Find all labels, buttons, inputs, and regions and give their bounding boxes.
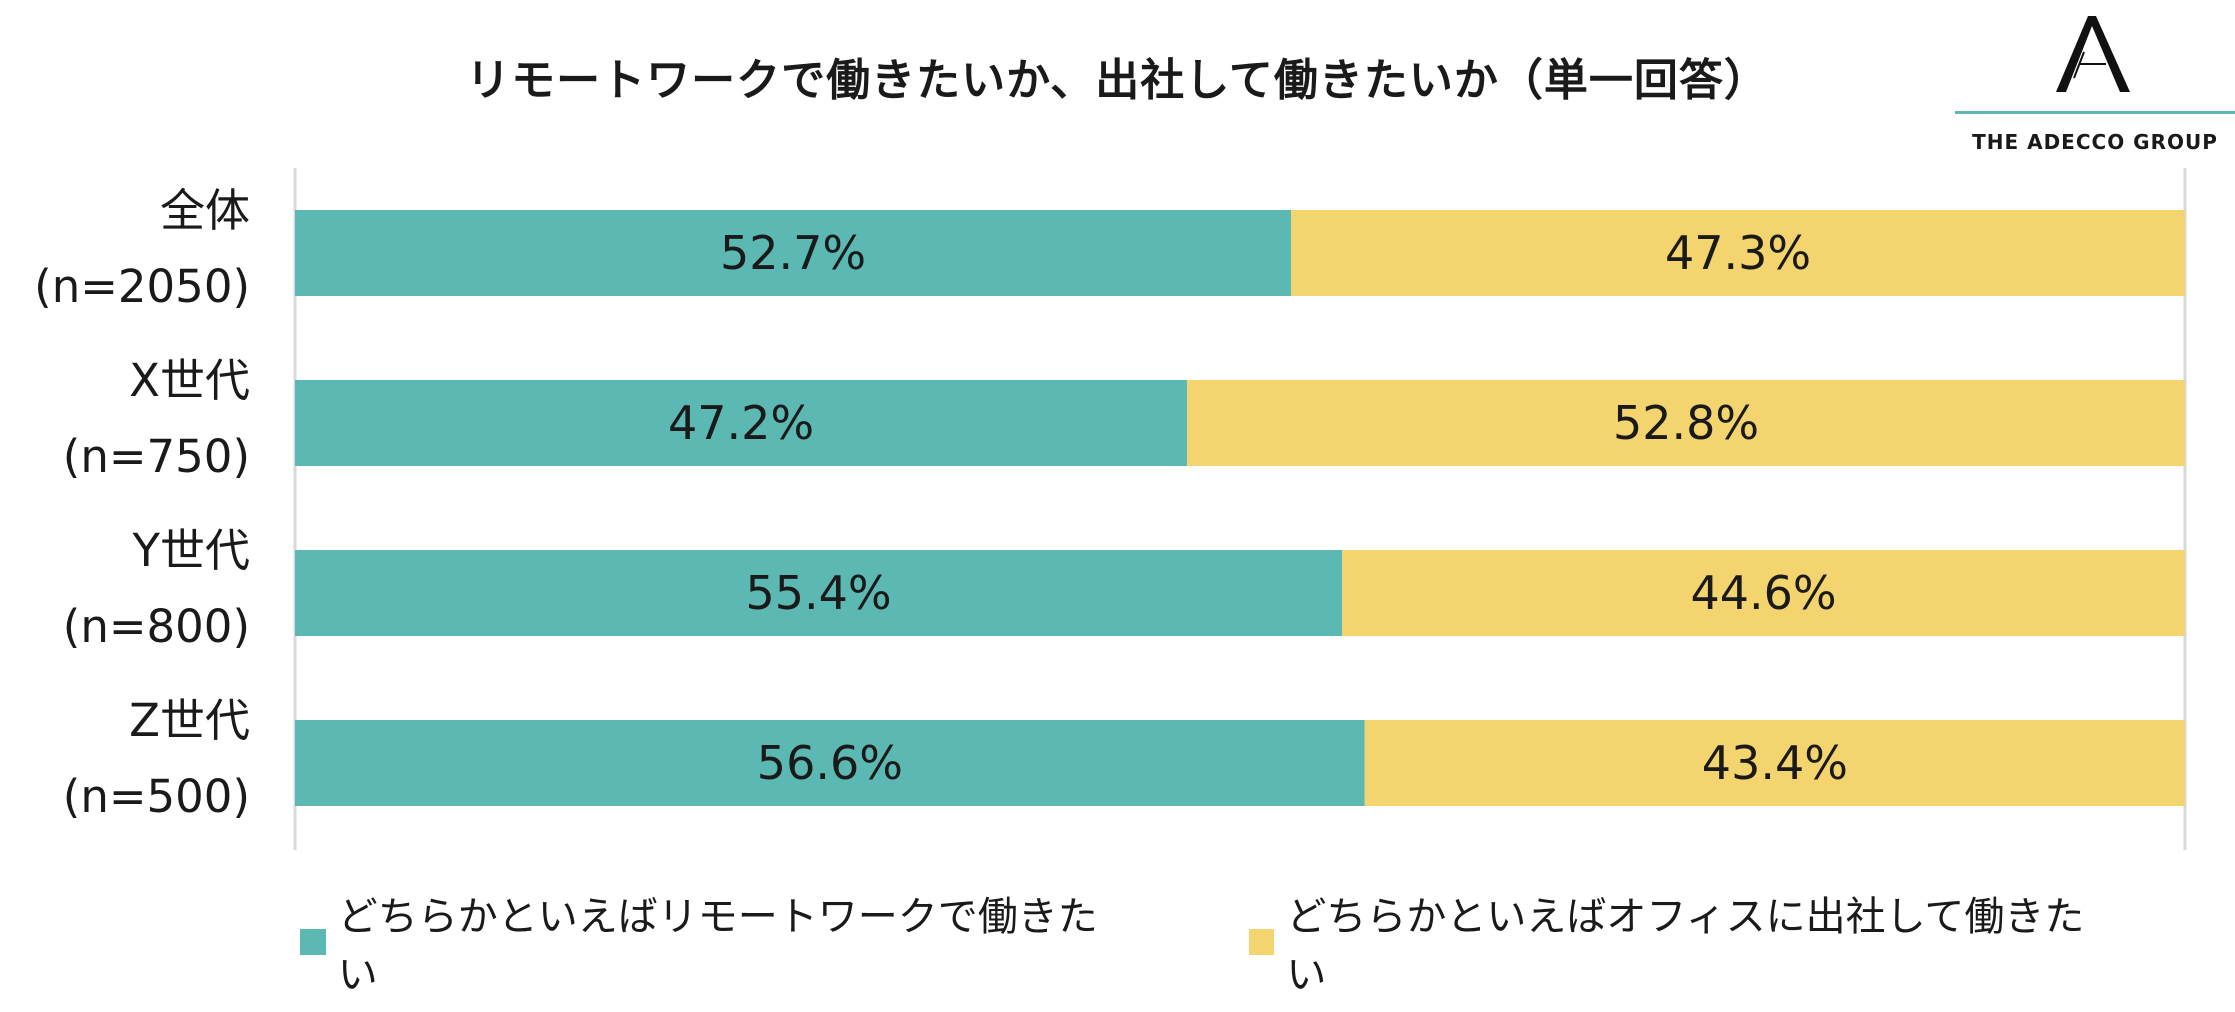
legend-label: どちらかといえばオフィスに出社して働きたい <box>1286 894 2085 998</box>
bar-segment-remote-0 <box>295 210 1292 296</box>
logo-text: THE ADECCO GROUP <box>1972 130 2218 154</box>
company-logo: THE ADECCO GROUP <box>1955 14 2235 164</box>
data-label-remote-3: 56.6% <box>757 736 903 790</box>
chart-title: リモートワークで働きたいか、出社して働きたいか（単一回答） <box>466 55 1769 106</box>
bar-segment-office-3 <box>1364 720 2185 806</box>
legend-label: どちらかといえばリモートワークで働きたい <box>337 894 1098 998</box>
bar-segment-office-1 <box>1187 380 2185 466</box>
legend-item-remote: どちらかといえばリモートワークで働きたい <box>300 884 1129 1000</box>
category-sample-size: (n=500) <box>62 770 250 823</box>
data-label-remote-0: 52.7% <box>720 226 866 280</box>
stacked-bar-chart: 52.7% 47.3% 47.2% 52.8% 55.4% 44.6% 56.6% 43.4% <box>293 168 2187 850</box>
category-sample-size: (n=800) <box>62 600 250 653</box>
chart-legend: どちらかといえばリモートワークで働きたい どちらかといえばオフィスに出社して働きた… <box>300 894 2235 998</box>
legend-swatch <box>300 929 326 955</box>
bar-segment-office-2 <box>1342 550 2185 636</box>
logo-divider <box>1955 111 2235 114</box>
bar-segment-remote-2 <box>295 550 1343 636</box>
adecco-a-logo-icon <box>2056 16 2130 92</box>
bar-segment-remote-1 <box>295 380 1188 466</box>
data-label-office-0: 47.3% <box>1665 226 1811 280</box>
data-label-office-2: 44.6% <box>1690 566 1836 620</box>
legend-swatch <box>1248 929 1275 955</box>
data-label-remote-2: 55.4% <box>745 566 891 620</box>
category-name: Y世代 <box>132 524 251 577</box>
category-sample-size: (n=750) <box>62 430 250 483</box>
category-sample-size: (n=2050) <box>34 260 250 313</box>
bar-segment-office-0 <box>1291 210 2185 296</box>
category-name: Z世代 <box>129 694 250 747</box>
data-label-remote-1: 47.2% <box>668 396 814 450</box>
category-name: X世代 <box>129 354 250 407</box>
bar-segment-remote-3 <box>295 720 1365 806</box>
category-name: 全体 <box>159 184 250 237</box>
data-label-office-1: 52.8% <box>1613 396 1759 450</box>
legend-item-office: どちらかといえばオフィスに出社して働きたい <box>1248 884 2115 1000</box>
data-label-office-3: 43.4% <box>1702 736 1848 790</box>
